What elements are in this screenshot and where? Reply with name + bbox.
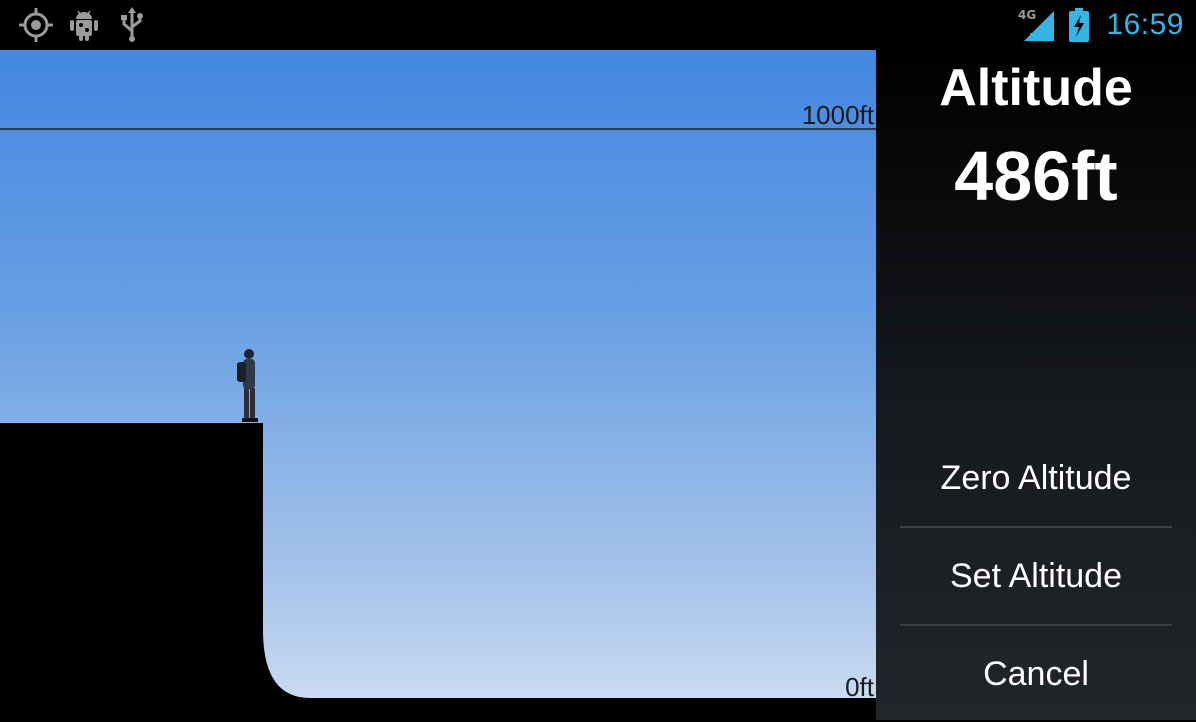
hiker-figure [237,349,258,422]
signal-4g-icon: 4G [1018,7,1058,43]
top-reference-line [0,128,876,130]
cancel-button[interactable]: Cancel [983,655,1089,693]
altitude-scene: 1000ft 0ft [0,50,876,720]
panel-title: Altitude [939,59,1133,117]
altitude-value: 486ft [954,137,1118,215]
android-debug-icon [66,7,102,43]
altitude-panel: Altitude 486ft Zero Altitude Set Altitud… [876,50,1196,720]
status-bar: 4G 16:59 [0,0,1196,50]
network-label: 4G [1018,8,1036,22]
menu-divider [900,526,1172,528]
cliff-terrain [0,423,876,720]
menu-divider [900,624,1172,626]
top-marker-label: 1000ft [801,100,874,130]
set-altitude-button[interactable]: Set Altitude [949,557,1122,595]
battery-charging-icon [1066,7,1092,43]
clock: 16:59 [1106,8,1184,41]
bottom-marker-label: 0ft [845,672,874,702]
usb-icon [114,7,150,43]
zero-altitude-button[interactable]: Zero Altitude [940,459,1132,497]
gps-icon [18,7,54,43]
